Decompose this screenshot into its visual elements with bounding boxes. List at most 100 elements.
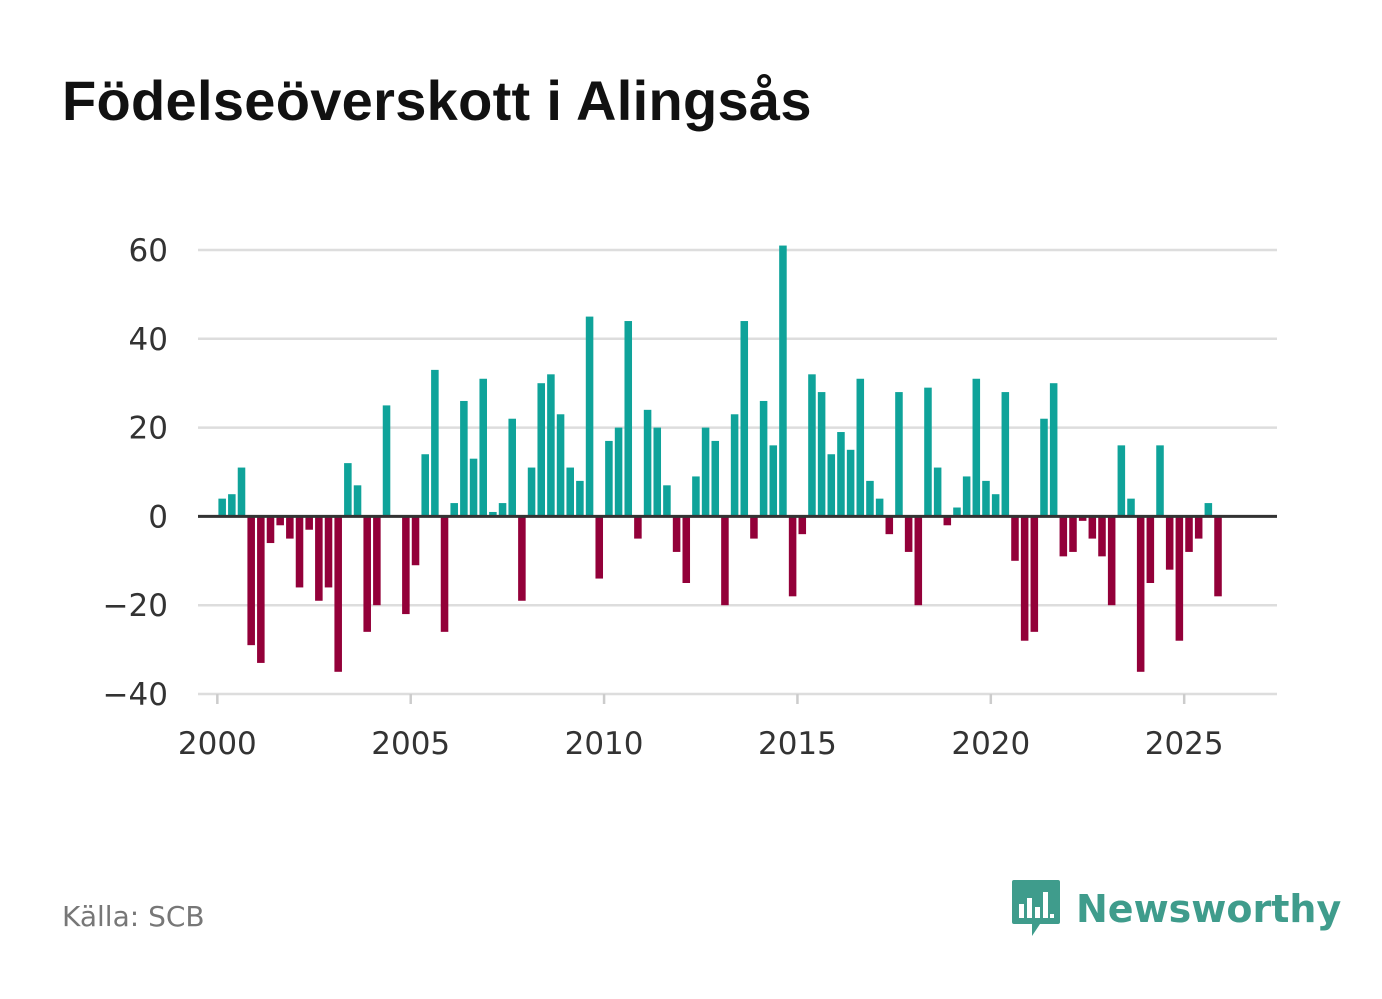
newsworthy-logo-icon (1012, 880, 1060, 936)
bar (624, 321, 633, 517)
bar (402, 516, 410, 615)
axes: 60 40 20 0 −20 −40 2000 2005 2010 2015 2020 2025 (103, 233, 1277, 762)
bar (431, 369, 439, 517)
bar (1194, 516, 1203, 539)
bar (518, 516, 526, 601)
bar (1011, 516, 1019, 561)
bar (1117, 445, 1126, 517)
bar (218, 498, 226, 517)
bar (479, 378, 487, 517)
bar (769, 445, 778, 517)
bar (334, 516, 342, 672)
bar (711, 440, 720, 517)
bar (295, 516, 304, 588)
bar (1040, 418, 1048, 517)
bar (643, 409, 652, 517)
bar (740, 321, 749, 517)
bar (1185, 516, 1193, 552)
y-tick-label: 20 (129, 411, 168, 447)
bar (827, 454, 836, 517)
source-label: Källa: SCB (62, 900, 205, 933)
bar (982, 480, 990, 517)
bar (904, 516, 913, 552)
bar (460, 400, 468, 517)
bar (324, 516, 333, 588)
bar (344, 463, 352, 517)
bar (837, 432, 845, 517)
bar (1069, 516, 1077, 552)
bar (634, 516, 642, 539)
bar (653, 427, 662, 517)
bars (218, 245, 1222, 672)
bar (266, 516, 275, 544)
bar (721, 516, 729, 606)
bar (924, 387, 932, 517)
bar (991, 494, 1000, 517)
bar (875, 498, 884, 517)
bar (1030, 516, 1039, 632)
y-tick-label: −40 (103, 677, 168, 713)
bar (421, 454, 429, 517)
bar (1001, 392, 1010, 517)
bar (692, 476, 700, 517)
bar (663, 485, 671, 517)
bar (1136, 516, 1145, 672)
bar (605, 440, 613, 517)
brand-logo[interactable]: Newsworthy (1010, 878, 1341, 940)
bar (1107, 516, 1116, 606)
bar (1049, 383, 1058, 517)
bar (856, 378, 865, 517)
bar (682, 516, 691, 583)
bar (846, 449, 855, 517)
bar (943, 516, 952, 526)
bar (527, 467, 536, 517)
bar (672, 516, 681, 552)
bar (1214, 516, 1222, 597)
bar (614, 427, 623, 517)
bar (537, 383, 545, 517)
bar (953, 507, 961, 517)
bar (382, 405, 391, 517)
bar (788, 516, 797, 597)
bar (489, 511, 497, 517)
bar (498, 503, 507, 517)
bar (866, 480, 874, 517)
bar (363, 516, 371, 632)
bar (305, 516, 313, 530)
y-tick-label: −20 (103, 588, 168, 624)
bar (972, 378, 981, 517)
brand-name: Newsworthy (1076, 887, 1342, 931)
bar (1088, 516, 1097, 539)
bar (1156, 445, 1164, 517)
y-tick-label: 0 (148, 499, 168, 535)
x-tick-label: 2000 (178, 726, 257, 762)
chart-title: Födelseöverskott i Alingsås (62, 69, 812, 132)
bar (440, 516, 449, 632)
bar (933, 467, 942, 517)
bar (1175, 516, 1184, 641)
x-tick-label: 2025 (1145, 726, 1224, 762)
bar (556, 414, 565, 517)
bar (566, 467, 574, 517)
bar (353, 485, 362, 517)
bar (817, 392, 826, 517)
x-tick-label: 2020 (951, 726, 1030, 762)
bar (547, 374, 555, 517)
bar (576, 480, 584, 517)
bar (808, 374, 816, 517)
bar (450, 503, 458, 517)
bar (730, 414, 739, 517)
bar (286, 516, 294, 539)
bar (1127, 498, 1135, 517)
bar (885, 516, 894, 535)
bar (595, 516, 604, 579)
bar (508, 418, 516, 517)
bar (411, 516, 420, 566)
y-tick-label: 40 (129, 322, 168, 358)
bar (914, 516, 923, 606)
bar (779, 245, 787, 517)
bar (962, 476, 971, 517)
x-tick-label: 2015 (758, 726, 837, 762)
bar (1078, 516, 1087, 521)
